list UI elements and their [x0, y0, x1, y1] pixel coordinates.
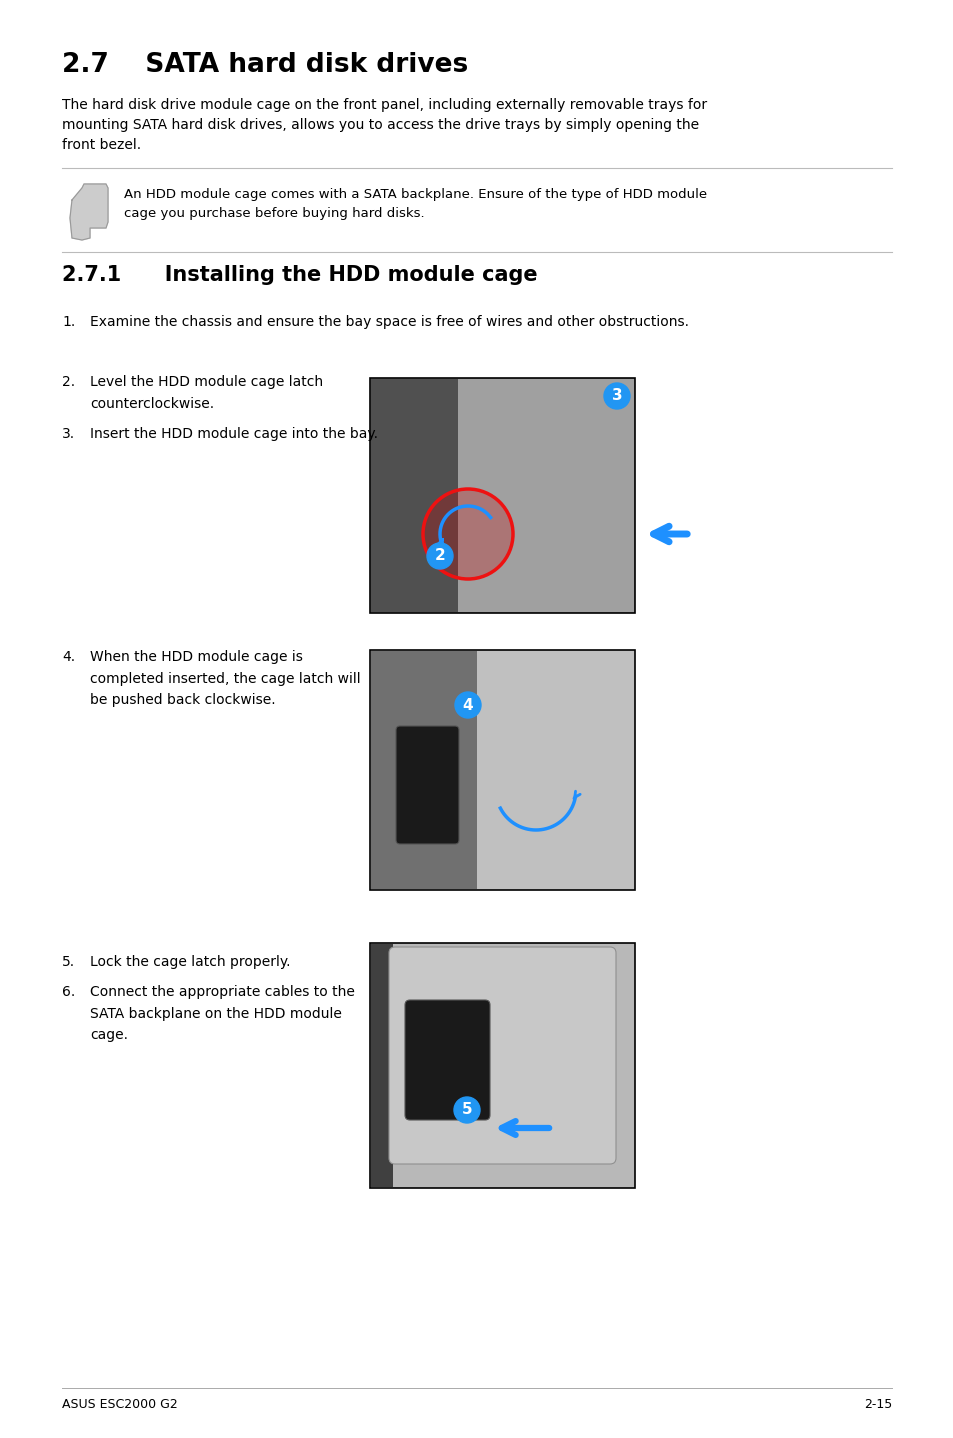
- Text: Insert the HDD module cage into the bay.: Insert the HDD module cage into the bay.: [90, 427, 377, 441]
- Text: 3.: 3.: [62, 427, 75, 441]
- Text: 2-15: 2-15: [862, 1398, 891, 1411]
- Text: Lock the cage latch properly.: Lock the cage latch properly.: [90, 955, 291, 969]
- Text: The hard disk drive module cage on the front panel, including externally removab: The hard disk drive module cage on the f…: [62, 98, 706, 152]
- Text: ASUS ESC2000 G2: ASUS ESC2000 G2: [62, 1398, 177, 1411]
- FancyBboxPatch shape: [389, 948, 616, 1163]
- Text: 1.: 1.: [62, 315, 75, 329]
- Text: 2.7    SATA hard disk drives: 2.7 SATA hard disk drives: [62, 52, 468, 78]
- Text: 3: 3: [611, 388, 621, 404]
- Bar: [457, 380, 634, 613]
- Text: When the HDD module cage is
completed inserted, the cage latch will
be pushed ba: When the HDD module cage is completed in…: [90, 650, 360, 707]
- Text: 5.: 5.: [62, 955, 75, 969]
- Bar: [371, 380, 458, 613]
- Bar: [370, 650, 635, 890]
- Text: Examine the chassis and ensure the bay space is free of wires and other obstruct: Examine the chassis and ensure the bay s…: [90, 315, 688, 329]
- Circle shape: [422, 489, 513, 580]
- Bar: [370, 943, 635, 1188]
- Text: Level the HDD module cage latch
counterclockwise.: Level the HDD module cage latch counterc…: [90, 375, 323, 411]
- Text: 2: 2: [435, 548, 445, 564]
- FancyBboxPatch shape: [395, 726, 458, 844]
- Circle shape: [454, 1097, 479, 1123]
- Bar: [371, 651, 476, 889]
- Polygon shape: [70, 184, 108, 240]
- Text: 2.7.1      Installing the HDD module cage: 2.7.1 Installing the HDD module cage: [62, 265, 537, 285]
- Text: An HDD module cage comes with a SATA backplane. Ensure of the type of HDD module: An HDD module cage comes with a SATA bac…: [124, 188, 706, 220]
- Circle shape: [427, 544, 453, 569]
- Text: 4: 4: [462, 697, 473, 712]
- Bar: [371, 943, 393, 1186]
- Text: Connect the appropriate cables to the
SATA backplane on the HDD module
cage.: Connect the appropriate cables to the SA…: [90, 985, 355, 1043]
- Text: 4.: 4.: [62, 650, 75, 664]
- Text: 5: 5: [461, 1103, 472, 1117]
- FancyBboxPatch shape: [405, 999, 490, 1120]
- Circle shape: [603, 383, 629, 408]
- Text: 6.: 6.: [62, 985, 75, 999]
- Circle shape: [455, 692, 480, 718]
- Bar: [370, 378, 635, 613]
- Text: 2.: 2.: [62, 375, 75, 390]
